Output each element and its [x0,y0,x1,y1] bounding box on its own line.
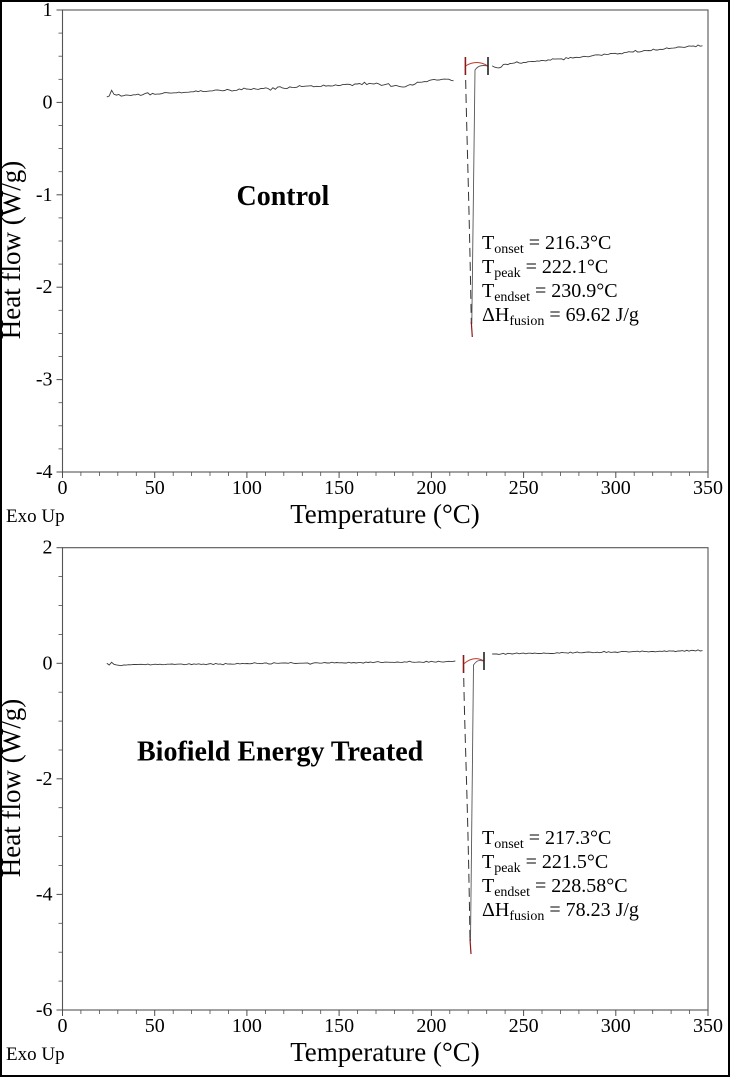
svg-text:Control: Control [237,181,330,212]
svg-text:Temperature (°C): Temperature (°C) [290,1037,480,1067]
svg-text:300: 300 [601,477,631,499]
svg-text:Tonset = 217.3°C: Tonset = 217.3°C [482,827,611,852]
svg-text:150: 150 [324,477,354,499]
svg-text:Tendset = 230.9°C: Tendset = 230.9°C [482,280,618,305]
svg-text:-2: -2 [36,276,53,298]
svg-text:ΔHfusion = 69.62 J/g: ΔHfusion = 69.62 J/g [482,304,639,329]
svg-text:1: 1 [43,0,53,21]
svg-text:250: 250 [509,477,539,499]
svg-text:Exo Up: Exo Up [6,506,65,527]
svg-text:150: 150 [324,1015,354,1037]
svg-text:Tpeak = 221.5°C: Tpeak = 221.5°C [482,851,608,876]
svg-text:2: 2 [43,538,53,559]
svg-text:0: 0 [43,652,53,674]
svg-text:Exo Up: Exo Up [6,1044,65,1065]
svg-text:200: 200 [416,1015,446,1037]
svg-text:200: 200 [416,477,446,499]
svg-text:Heat flow (W/g): Heat flow (W/g) [0,699,26,877]
svg-text:100: 100 [232,477,262,499]
svg-text:0: 0 [58,1015,68,1037]
svg-text:350: 350 [693,1015,723,1037]
svg-text:-6: -6 [36,999,53,1021]
svg-text:-4: -4 [36,883,53,905]
svg-text:Tonset = 216.3°C: Tonset = 216.3°C [482,232,611,257]
svg-text:-1: -1 [36,184,53,206]
svg-text:Heat flow (W/g): Heat flow (W/g) [0,161,26,339]
svg-text:100: 100 [232,1015,262,1037]
svg-text:-3: -3 [36,369,53,391]
svg-text:0: 0 [43,91,53,113]
svg-text:300: 300 [601,1015,631,1037]
svg-text:-2: -2 [36,768,53,790]
svg-text:350: 350 [693,477,723,499]
svg-text:250: 250 [509,1015,539,1037]
svg-text:-4: -4 [36,461,53,483]
svg-text:50: 50 [145,1015,165,1037]
svg-text:50: 50 [145,477,165,499]
svg-text:Temperature (°C): Temperature (°C) [290,499,480,529]
svg-text:0: 0 [58,477,68,499]
svg-text:ΔHfusion = 78.23 J/g: ΔHfusion = 78.23 J/g [482,899,639,924]
svg-text:Tpeak = 222.1°C: Tpeak = 222.1°C [482,256,608,281]
svg-text:Tendset = 228.58°C: Tendset = 228.58°C [482,875,628,900]
svg-text:Biofield Energy Treated: Biofield Energy Treated [137,737,424,768]
